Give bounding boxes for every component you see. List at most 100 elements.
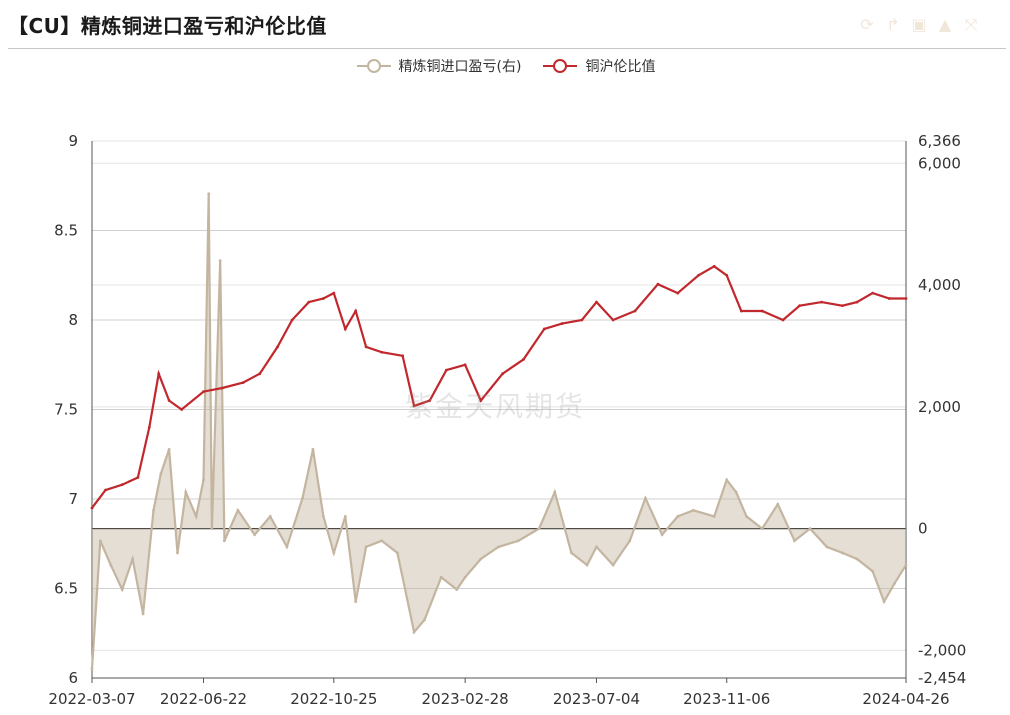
import-profit-point <box>311 448 315 451</box>
x-tick-label: 2023-07-04 <box>553 690 640 708</box>
y-left-tick-label: 7.5 <box>54 401 78 419</box>
shfe-lme-ratio-point <box>501 372 505 376</box>
import-profit-point <box>644 496 647 500</box>
import-profit-point <box>210 527 214 530</box>
x-tick-label: 2022-03-07 <box>48 690 135 708</box>
import-profit-point <box>904 563 908 567</box>
shfe-lme-ratio-point <box>147 426 151 429</box>
y-left-tick-label: 6.5 <box>54 580 78 598</box>
shfe-lme-ratio-point <box>463 363 467 367</box>
shfe-lme-ratio-point <box>560 322 564 325</box>
shfe-lme-ratio-point <box>798 304 802 308</box>
import-profit-point <box>628 539 632 543</box>
shfe-lme-ratio-point <box>307 300 311 304</box>
import-profit-point <box>585 563 589 567</box>
y-right-tick-label: 6,000 <box>918 154 961 172</box>
y-right-tick-label: -2,454 <box>918 669 966 687</box>
y-left-tick-label: 9 <box>68 132 78 150</box>
shfe-lme-ratio-point <box>136 476 140 479</box>
import-profit-point <box>516 539 520 543</box>
import-profit-point <box>152 508 155 512</box>
shfe-lme-ratio-point <box>725 273 729 277</box>
import-profit-point <box>760 527 764 530</box>
shfe-lme-ratio-point <box>332 291 336 295</box>
import-profit-point <box>167 448 171 451</box>
shfe-lme-ratio-point <box>180 408 184 411</box>
bell-icon[interactable]: ▲ <box>938 15 952 34</box>
shfe-lme-ratio-point <box>522 357 525 361</box>
legend-swatch <box>356 59 391 73</box>
shfe-lme-ratio-point <box>887 297 891 300</box>
legend-item[interactable]: 精炼铜进口盈亏(右) <box>355 56 522 76</box>
shfe-lme-ratio-point <box>841 304 844 308</box>
chart-header: 【CU】精炼铜进口盈亏和沪伦比值 ⟳ ↱ ▣ ▲ ⤧ <box>0 0 1010 50</box>
shfe-lme-ratio-point <box>739 309 743 313</box>
import-profit-point <box>660 533 664 537</box>
import-profit-point <box>825 545 829 549</box>
shfe-lme-ratio-line <box>91 264 906 509</box>
import-profit-point <box>301 496 304 500</box>
import-profit-point <box>537 527 541 530</box>
shfe-lme-ratio-point <box>343 327 347 331</box>
legend-swatch <box>543 59 578 73</box>
y-left-tick-label: 8 <box>68 311 78 329</box>
x-tick-label: 2023-11-06 <box>683 690 770 708</box>
shfe-lme-ratio-point <box>290 318 294 322</box>
shfe-lme-ratio-point <box>871 291 875 295</box>
import-profit-point <box>745 515 748 518</box>
import-profit-point <box>808 527 812 530</box>
import-profit-point <box>439 575 443 579</box>
y-left-tick-label: 7 <box>68 490 78 508</box>
legend-label: 精炼铜进口盈亏(右) <box>398 59 522 75</box>
import-profit-point <box>184 490 188 494</box>
shfe-lme-ratio-point <box>781 318 785 322</box>
import-profit-point <box>423 618 426 622</box>
shfe-lme-ratio-point <box>580 318 584 322</box>
x-tick-label: 2023-02-28 <box>422 690 509 708</box>
import-profit-point <box>202 478 205 482</box>
import-profit-point <box>725 478 729 482</box>
import-profit-point <box>455 588 459 591</box>
shfe-lme-ratio-point <box>611 318 615 322</box>
shfe-lme-ratio-point <box>656 282 660 286</box>
import-profit-point <box>611 563 615 567</box>
y-right-tick-label: 0 <box>918 520 928 538</box>
shfe-lme-ratio-point <box>401 354 404 358</box>
import-profit-point <box>285 545 289 549</box>
legend-label: 铜沪伦比值 <box>585 59 656 75</box>
shfe-lme-ratio-point <box>258 372 262 376</box>
x-tick-label: 2024-04-26 <box>862 690 949 708</box>
import-profit-point <box>236 508 240 512</box>
import-profit-point <box>553 490 557 494</box>
refresh-icon[interactable]: ⟳ <box>860 15 874 34</box>
save-image-icon[interactable]: ▣ <box>911 15 927 34</box>
shfe-lme-ratio-point <box>633 309 637 313</box>
shfe-lme-ratio-point <box>820 300 823 304</box>
x-tick-label: 2022-06-22 <box>160 690 247 708</box>
import-profit-point <box>131 557 135 561</box>
shfe-lme-ratio-point <box>120 483 124 487</box>
shfe-lme-ratio-point <box>855 300 859 304</box>
import-profit-point <box>120 588 124 591</box>
shfe-lme-ratio-point <box>202 390 205 393</box>
header-divider <box>8 48 1006 49</box>
import-profit-point <box>676 515 680 518</box>
chart-title: 【CU】精炼铜进口盈亏和沪伦比值 <box>8 14 327 38</box>
import-profit-point <box>882 600 886 604</box>
legend-item[interactable]: 铜沪伦比值 <box>541 56 655 76</box>
import-profit-point <box>712 515 716 518</box>
shfe-lme-ratio-point <box>220 386 224 390</box>
import-profit-point <box>98 539 102 543</box>
shfe-lme-ratio-point <box>542 327 546 331</box>
import-profit-point <box>776 502 780 506</box>
shfe-lme-ratio-point <box>104 488 107 492</box>
import-profit-point <box>343 515 347 518</box>
import-profit-point <box>332 551 336 555</box>
import-profit-point <box>734 490 738 494</box>
shfe-lme-ratio-point <box>380 350 384 354</box>
share-icon[interactable]: ↱ <box>886 15 900 34</box>
fullscreen-icon[interactable]: ⤧ <box>964 15 978 34</box>
toolbar: ⟳ ↱ ▣ ▲ ⤧ <box>858 16 980 34</box>
import-profit-point <box>497 545 500 549</box>
